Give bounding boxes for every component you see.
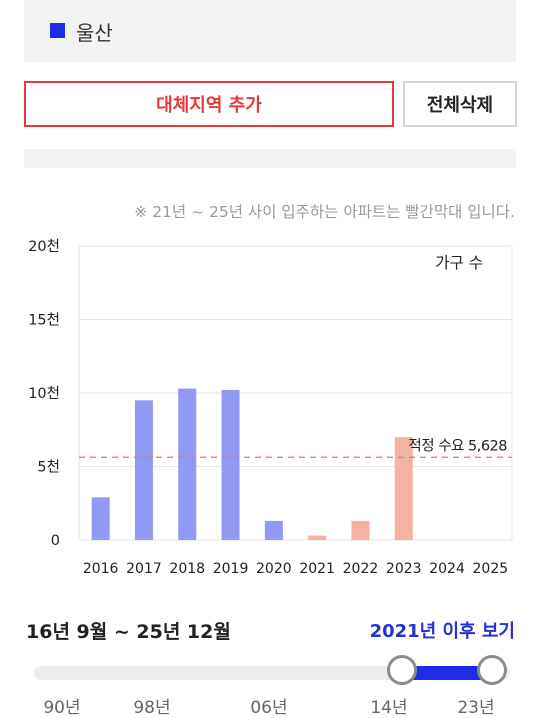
x-tick-label: 2016 (83, 561, 119, 577)
slider-end-handle[interactable] (477, 655, 507, 685)
x-tick-label: 2017 (126, 561, 162, 577)
x-tick-label: 2024 (429, 561, 465, 577)
x-tick-label: 2019 (213, 561, 249, 577)
x-tick-label: 2022 (343, 561, 379, 577)
x-tick-label: 2023 (386, 561, 422, 577)
bar-2018 (178, 388, 197, 540)
slider-tick-label: 90년 (43, 698, 81, 718)
slider-tick-label: 06년 (250, 698, 288, 718)
y-tick-label: 20천 (28, 238, 60, 255)
x-tick-label: 2018 (169, 561, 205, 577)
year-slider-range (402, 666, 492, 680)
region-color-swatch (50, 23, 65, 38)
bar-2019 (221, 390, 240, 540)
reference-line-label: 적정 수요 5,628 (408, 437, 507, 454)
slider-tick-label: 23년 (457, 698, 495, 718)
bar-2023 (394, 437, 413, 540)
after-2021-link[interactable]: 2021년 이후 보기 (369, 621, 515, 642)
x-tick-label: 2020 (256, 561, 292, 577)
slider-tick-label: 14년 (370, 698, 408, 718)
y-tick-label: 15천 (28, 312, 60, 329)
y-tick-label: 5천 (37, 459, 60, 476)
bar-2021 (308, 535, 327, 540)
supply-bar-chart: 0 5천 10천 15천 20천 2016 2017 2018 2019 2020 2021 2022… (28, 238, 513, 577)
bar-2022 (351, 520, 370, 540)
section-divider (24, 149, 516, 168)
bar-2017 (134, 400, 153, 540)
bar-2020 (264, 520, 283, 540)
chart-legend: 가구 수 (435, 254, 483, 272)
period-label: 16년 9월 ~ 25년 12월 (26, 621, 231, 643)
bar-2016 (91, 497, 110, 540)
add-alternate-region-button[interactable]: 대체지역 추가 (24, 81, 394, 127)
slider-start-handle[interactable] (387, 655, 417, 685)
x-tick-label: 2021 (299, 561, 335, 577)
slider-tick-label: 98년 (133, 698, 171, 718)
y-tick-label: 0 (51, 533, 60, 549)
region-label: 울산 (76, 21, 113, 45)
y-tick-label: 10천 (28, 385, 60, 402)
region-box (24, 0, 516, 62)
chart-note: ※ 21년 ~ 25년 사이 입주하는 아파트는 빨간막대 입니다. (134, 203, 515, 221)
x-tick-label: 2025 (473, 561, 509, 577)
clear-all-button[interactable]: 전체삭제 (403, 81, 517, 127)
